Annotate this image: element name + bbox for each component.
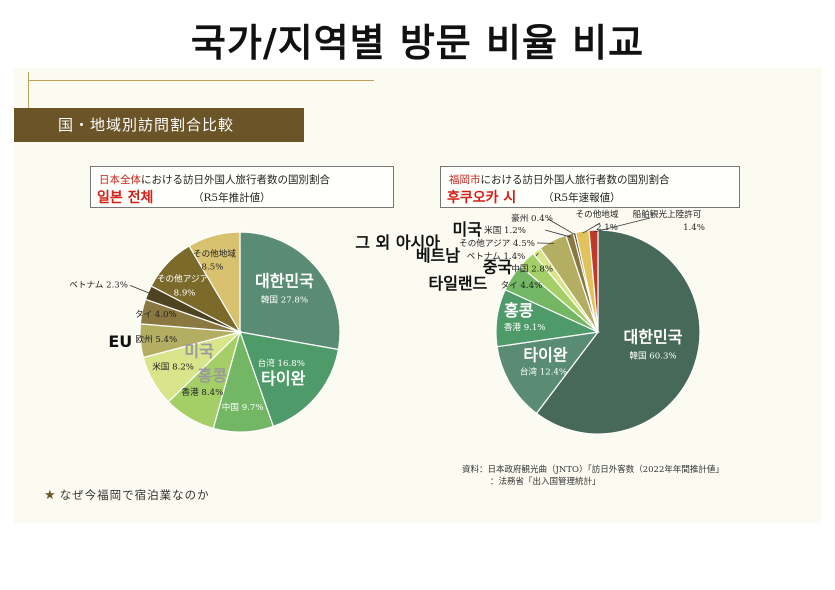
chart-1-note: （R5年推計値） [193,192,271,204]
pie2-ko-label-2: 홍콩 [504,301,534,320]
pie1-ko-label-3: 홍콩 [198,366,228,385]
section-banner: 国・地域別訪問割合比較 [14,108,304,142]
pie2-ko-label-7: 미국 [453,220,483,239]
pie-chart-japan [139,231,341,433]
pie1-label-8a: その他アジア [157,272,208,284]
chart-2-title-ko: 후쿠오카 시 [447,190,517,206]
pie2-label-9b: 2.1% [596,223,618,233]
pie1-slice-0 [239,231,341,351]
pie2-label-9a: その他地域 [576,208,619,220]
pie2-label-1: 台湾 12.4% [520,366,567,378]
leader-lines [129,217,651,294]
chart-1-title-rest: における訪日外国人旅行者数の国別割合 [141,174,330,186]
pie2-ko-label-0: 대한민국 [624,327,683,346]
chart-2-title-box: 福岡市における訪日外国人旅行者数の国別割合 후쿠오카 시 （R5年速報値） [440,166,740,208]
chart-2-title-rest: における訪日外国人旅行者数の国別割合 [480,174,670,186]
pie2-leader-5 [535,252,539,257]
pie2-label-6: その他アジア 4.5% [459,237,535,249]
pie1-label-0: 韓国 27.8% [261,295,308,306]
pie1-leader-7 [129,284,151,294]
pie-chart-fukuoka [495,229,701,435]
chart-1-title-box: 日本全体における訪日外国人旅行者数の国別割合 일본 전체 （R5年推計値） [90,166,394,208]
pie1-label-4: 米国 8.2% [152,360,194,372]
pie1-label-9b: 8.5% [202,263,224,273]
decor-vertical-line [28,72,29,114]
pie1-ko-label-0: 대한민국 [255,272,314,291]
pie2-ko-label-6: 그 외 아시아 [355,233,440,252]
pie1-ko-label-5: EU [108,332,132,351]
chart-1-title-ko: 일본 전체 [97,190,154,206]
pie2-label-7: 米国 1.2% [484,224,526,236]
pie1-label-1: 台湾 16.8% [258,357,305,369]
star-icon: ★ [44,488,57,503]
pie1-slice-9 [188,231,241,335]
pie1-ko-label-1: 타이완 [261,369,305,388]
chart-2-note: （R5年速報値） [543,192,621,204]
footer: ★ なぜ今福岡で宿泊業なのか [44,487,210,503]
pie2-slice-1 [496,331,600,415]
pie2-label-0: 韓国 60.3% [629,350,676,361]
pie2-label-8: 豪州 0.4% [511,212,553,224]
pie2-label-10a: 船舶観光上陸許可 [633,208,702,220]
pie2-label-5: ベトナム 1.4% [467,251,526,262]
pie1-label-2: 中国 9.7% [222,401,264,413]
chart-1-title: 日本全体における訪日外国人旅行者数の国別割合 [99,172,330,187]
pie2-ko-label-3: 타일랜드 [428,274,487,293]
chart-2-title: 福岡市における訪日外国人旅行者数の国別割合 [449,172,670,187]
source-note: 資料：日本政府観光曲（JNTO）「訪日外客数（2022年年間推計値」 ：法務省「… [462,464,724,488]
pie1-label-9a: その他地域 [193,248,236,260]
pie2-slice-0 [535,229,701,435]
pie2-label-2: 香港 9.1% [504,321,546,333]
pie2-leader-9 [582,222,601,234]
source-line-1: 資料：日本政府観光曲（JNTO）「訪日外客数（2022年年間推計値」 [462,465,724,475]
pie2-ko-label-4: 중국 [483,257,513,276]
pie2-ko-label-1: 타이완 [523,346,567,365]
pie1-slice-1 [239,331,340,428]
pie2-label-3: タイ 4.4% [501,280,543,291]
footer-text: なぜ今福岡で宿泊業なのか [59,488,210,502]
pie2-leader-10 [593,217,651,233]
decor-horizontal-line [28,80,374,81]
pie2-label-4: 中国 2.8% [511,262,553,274]
pie1-label-3: 香港 8.4% [182,386,224,398]
pie2-ko-label-5: 베트남 [416,246,460,265]
pie1-ko-label-4: 미국 [184,341,214,360]
pie2-slice-10 [588,229,599,333]
pie1-label-8b: 8.9% [174,288,196,298]
pie1-label-5: 欧州 5.4% [135,333,177,345]
pie1-label-7: ベトナム 2.3% [69,279,128,290]
pie2-label-10b: 1.4% [683,223,705,233]
pie2-leader-8 [547,218,576,236]
page-title: 국가/지역별 방문 비율 비교 [190,21,645,65]
source-line-2: ：法務省「出入国管理統計」 [490,477,601,487]
pie2-leader-7 [544,229,571,238]
chart-2-title-red: 福岡市 [449,174,481,186]
pie1-label-6: タイ 4.0% [135,309,177,320]
chart-1-title-red: 日本全体 [99,174,141,186]
